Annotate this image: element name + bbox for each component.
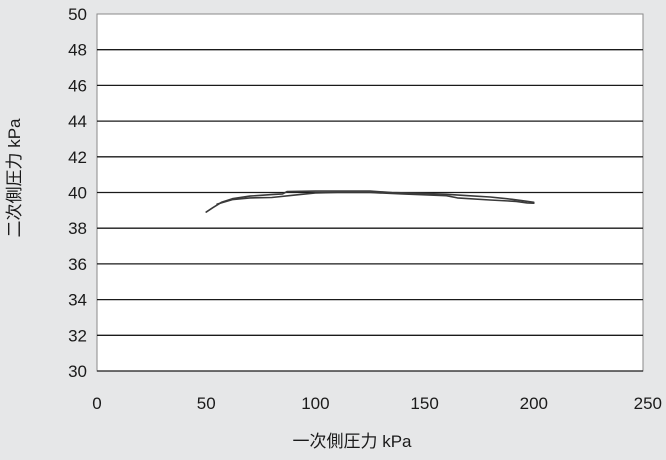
y-tick-label: 40	[68, 184, 87, 203]
y-tick-label: 30	[68, 362, 87, 381]
x-tick-label: 50	[197, 394, 216, 413]
y-tick-label: 44	[68, 112, 87, 131]
y-tick-label: 46	[68, 76, 87, 95]
grid-lines	[97, 49, 643, 372]
x-axis-title: 一次側圧力 kPa	[292, 432, 412, 451]
y-tick-label: 38	[68, 219, 87, 238]
y-tick-labels: 30 32 34 36 38 40 42 44 46 48 50	[68, 5, 87, 381]
y-tick-label: 48	[68, 41, 87, 60]
x-tick-label: 250	[634, 394, 662, 413]
x-tick-label: 100	[301, 394, 329, 413]
y-axis-title: 二次側圧力 kPa	[5, 118, 24, 238]
x-tick-labels: 0 50 100 150 200 250	[92, 394, 662, 413]
x-tick-label: 0	[92, 394, 101, 413]
x-tick-label: 150	[410, 394, 438, 413]
series-line-1	[205, 190, 535, 213]
y-tick-label: 50	[68, 5, 87, 24]
y-tick-label: 36	[68, 255, 87, 274]
x-tick-label: 200	[520, 394, 548, 413]
series-lines	[205, 190, 535, 213]
series-line-2	[216, 191, 535, 205]
y-tick-label: 42	[68, 148, 87, 167]
y-tick-label: 34	[68, 291, 87, 310]
y-tick-label: 32	[68, 326, 87, 345]
